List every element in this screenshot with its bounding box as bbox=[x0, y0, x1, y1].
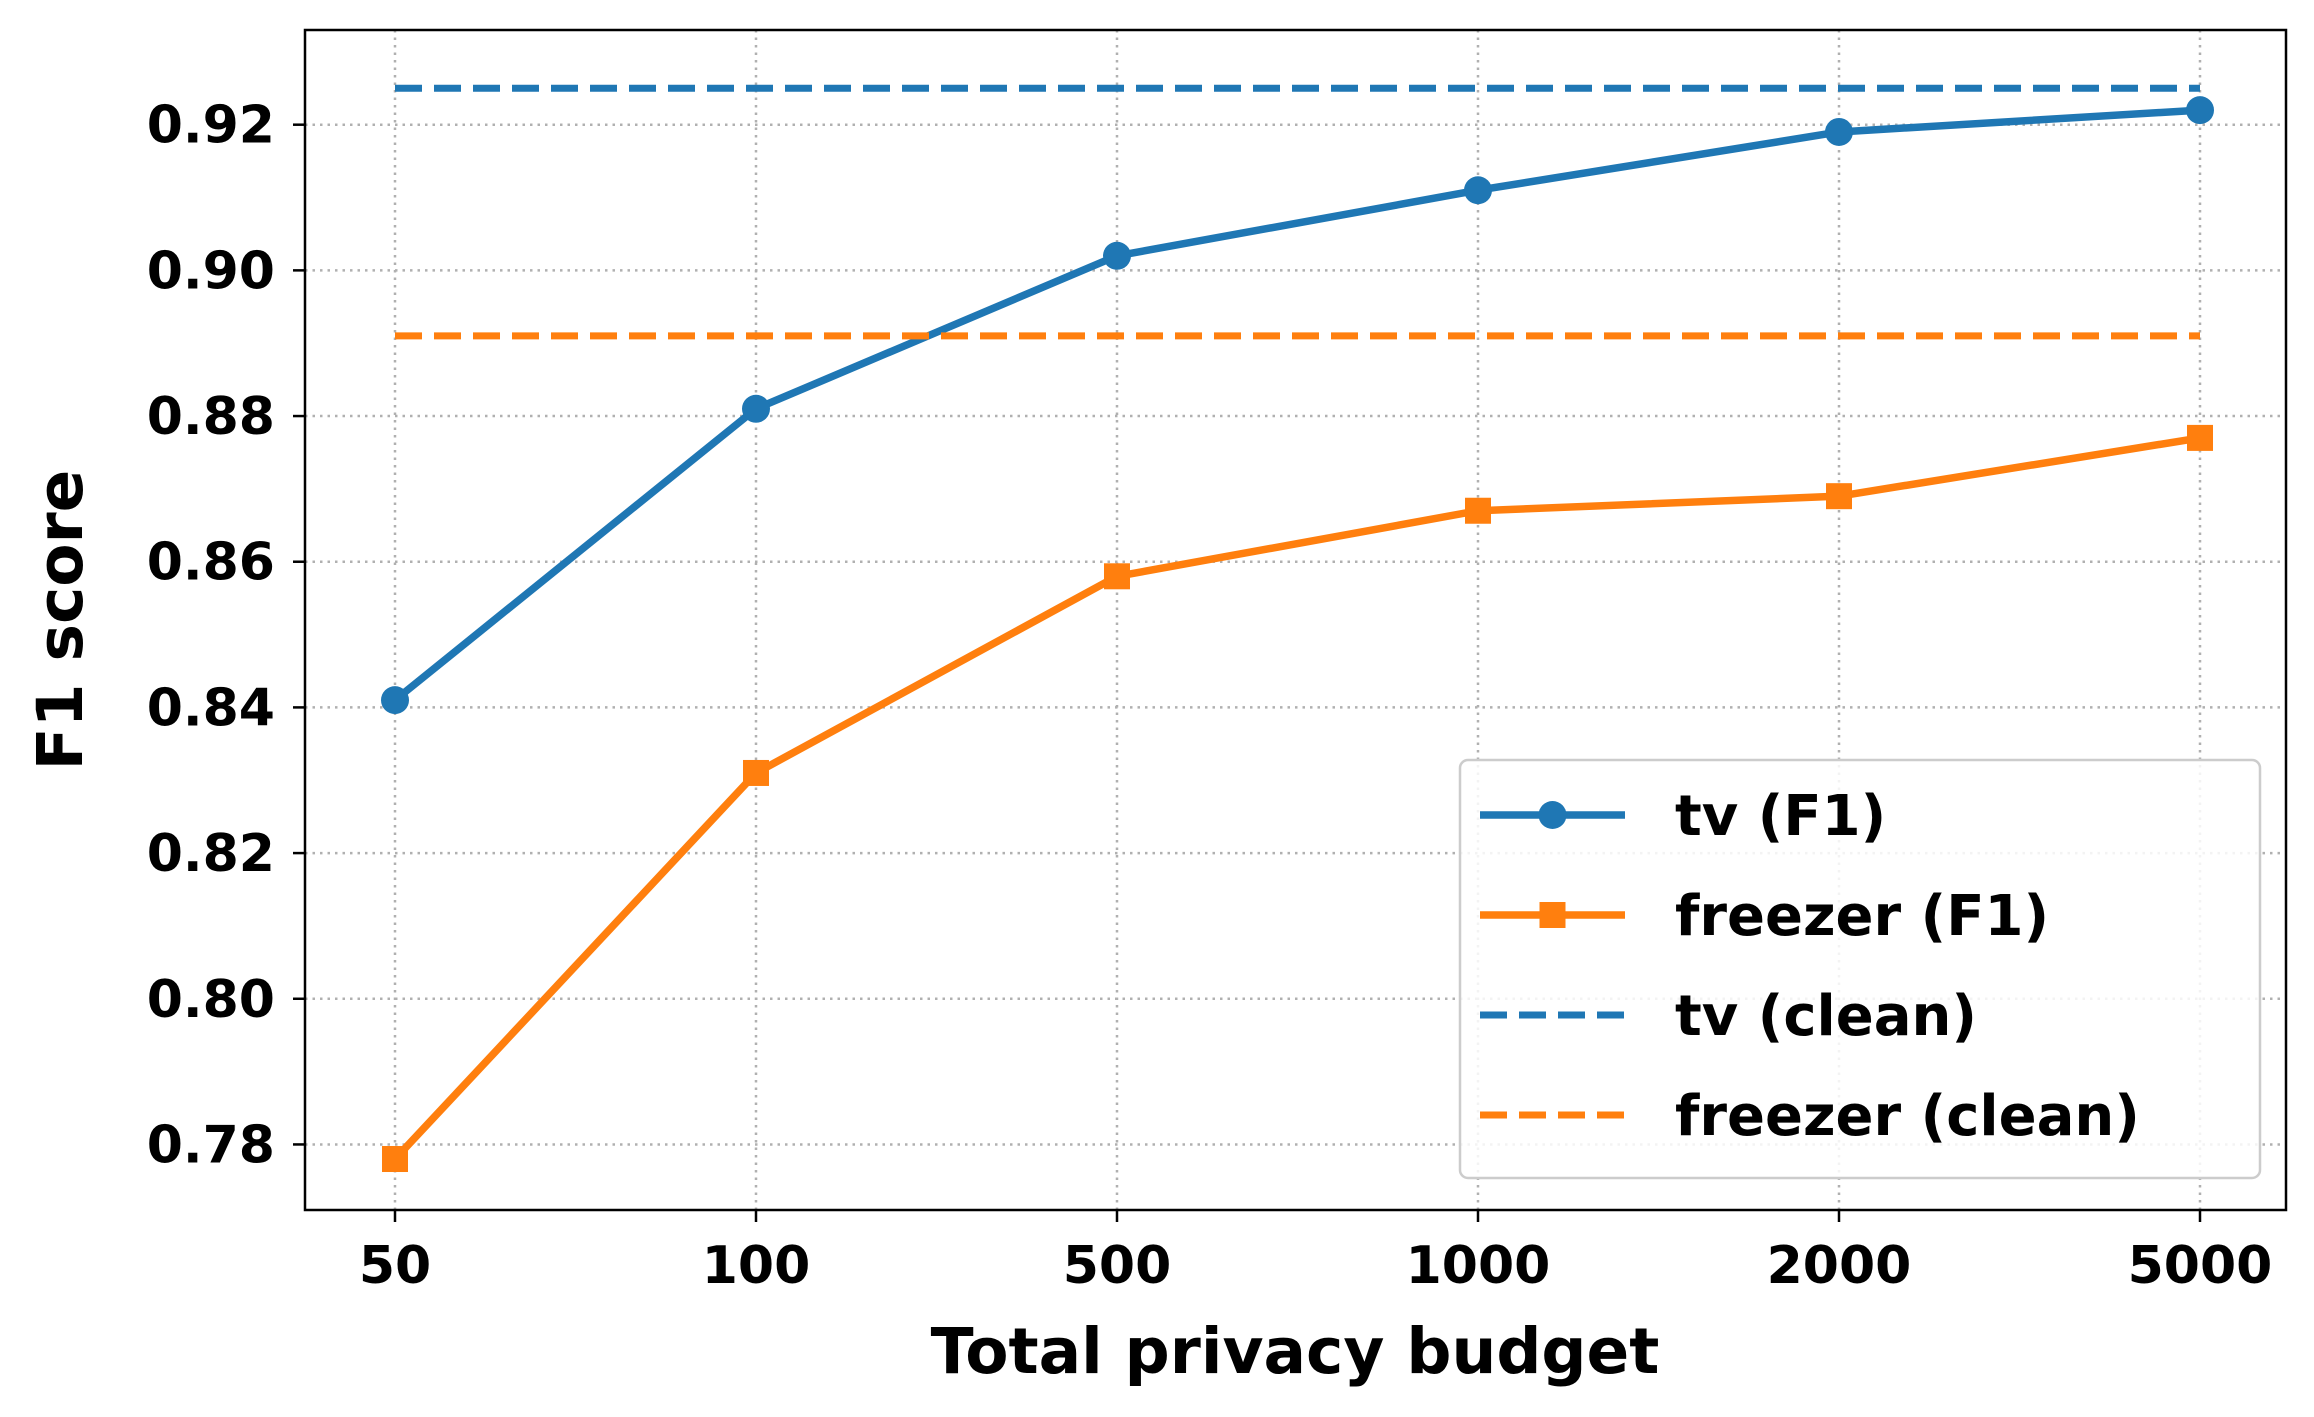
data-point bbox=[1825, 117, 1853, 146]
data-point bbox=[1464, 176, 1492, 205]
y-tick-label: 0.88 bbox=[147, 387, 275, 447]
data-point bbox=[1465, 497, 1491, 524]
x-tick-label: 50 bbox=[359, 1236, 431, 1296]
y-tick-label: 0.80 bbox=[147, 970, 275, 1030]
legend-item: freezer (clean) bbox=[1480, 1084, 2140, 1149]
data-point bbox=[1104, 563, 1130, 590]
data-point bbox=[382, 1146, 408, 1173]
legend-label: tv (clean) bbox=[1675, 984, 1977, 1049]
x-tick-label: 5000 bbox=[2128, 1236, 2273, 1296]
data-point bbox=[381, 686, 409, 715]
legend-box bbox=[1458, 758, 2262, 1180]
y-tick-label: 0.78 bbox=[147, 1115, 275, 1175]
data-point bbox=[2187, 424, 2213, 451]
y-tick-label: 0.82 bbox=[147, 824, 275, 884]
plot-frame bbox=[303, 28, 2288, 1212]
grid bbox=[305, 30, 2286, 1210]
data-point bbox=[2186, 96, 2214, 125]
data-point bbox=[1103, 241, 1131, 270]
series-line bbox=[391, 106, 2204, 704]
legend-label: freezer (F1) bbox=[1675, 884, 2049, 949]
data-point bbox=[742, 394, 770, 423]
x-axis-label: Total privacy budget bbox=[931, 1315, 1660, 1388]
data-point bbox=[743, 759, 769, 786]
legend-marker bbox=[1538, 801, 1567, 829]
legend-item: freezer (F1) bbox=[1480, 884, 2049, 949]
legend-label: freezer (clean) bbox=[1675, 1084, 2140, 1149]
legend-item: tv (clean) bbox=[1480, 984, 1977, 1049]
legend-marker bbox=[1539, 902, 1566, 928]
series-line bbox=[391, 434, 2204, 1163]
data-point bbox=[1826, 483, 1852, 510]
ticks: 50 100 500 1000 2000 5000 0.78 0.80 0.82 0.84 0.86… bbox=[147, 96, 2273, 1296]
legend: tv (F1) freezer (F1) tv (clean) freezer (cl… bbox=[1458, 758, 2262, 1180]
x-tick-label: 500 bbox=[1063, 1236, 1172, 1296]
legend-item: tv (F1) bbox=[1480, 784, 1886, 849]
x-tick-label: 2000 bbox=[1767, 1236, 1912, 1296]
legend-label: tv (F1) bbox=[1675, 784, 1886, 849]
series-1 bbox=[382, 424, 2213, 1173]
y-axis-label: F1 score bbox=[24, 470, 97, 771]
series-layer bbox=[381, 84, 2214, 1173]
y-tick-label: 0.84 bbox=[147, 678, 275, 738]
y-tick-label: 0.92 bbox=[147, 96, 275, 156]
y-tick-label: 0.90 bbox=[147, 241, 275, 301]
series-0 bbox=[381, 96, 2214, 715]
x-tick-label: 1000 bbox=[1406, 1236, 1551, 1296]
x-tick-label: 100 bbox=[702, 1236, 811, 1296]
y-tick-label: 0.86 bbox=[147, 533, 275, 593]
